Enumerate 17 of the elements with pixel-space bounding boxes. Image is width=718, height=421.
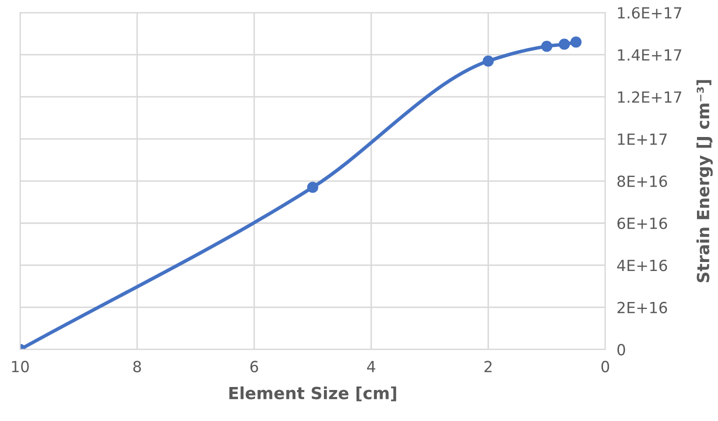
x-tick-label: 6 [250, 360, 258, 372]
y-tick-label: 6E+16 [617, 218, 668, 230]
y-tick-label: 0 [617, 344, 626, 356]
x-tick-label: 2 [484, 360, 492, 372]
y-tick-label: 4E+16 [617, 260, 668, 272]
x-tick-label: 8 [133, 360, 141, 372]
y-tick-label: 1.2E+17 [618, 91, 682, 103]
y-tick-label: 1E+17 [618, 134, 667, 145]
x-axis-title: Element Size [cm] [229, 386, 396, 402]
x-tick-label: 0 [601, 360, 610, 372]
y-axis-title: Strain Energy [J cm⁻³] [696, 80, 713, 282]
y-tick-label: 2E+16 [618, 302, 668, 314]
y-tick-label: 8E+16 [617, 175, 668, 188]
x-tick-label: 4 [367, 361, 376, 372]
y-tick-label: 1.4E+17 [618, 49, 682, 61]
y-tick-label: 1.6E+17 [618, 7, 682, 19]
x-tick-label: 10 [12, 360, 29, 372]
